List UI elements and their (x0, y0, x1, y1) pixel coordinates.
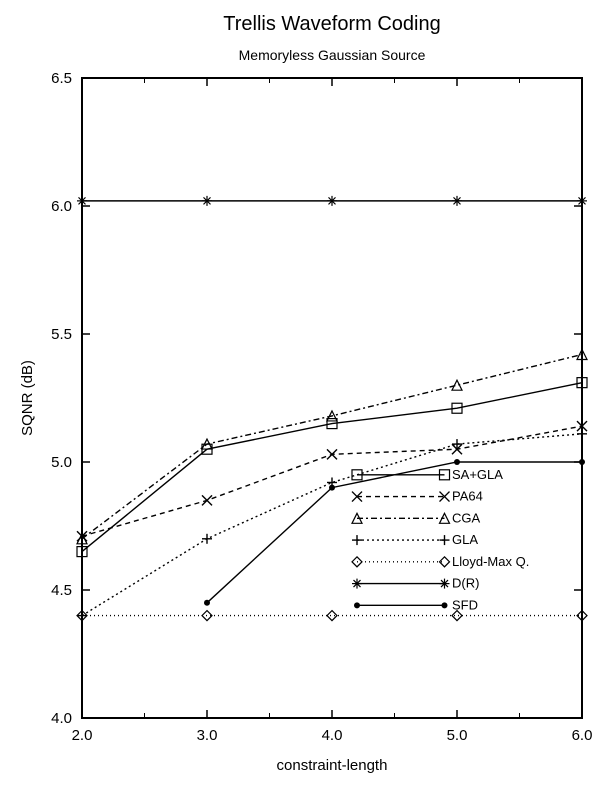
series-line (82, 383, 582, 552)
ytick-label: 6.0 (51, 198, 72, 215)
series-CGA (77, 349, 587, 543)
series-line (82, 434, 582, 616)
series-SA+GLA (77, 378, 587, 557)
ytick-label: 5.5 (51, 326, 72, 343)
legend: SA+GLA PA64 CGA GLA Lloyd-Max Q. D(R) SFD (352, 467, 529, 613)
chart-subtitle: Memoryless Gaussian Source (239, 47, 426, 63)
marker-dot (454, 459, 460, 465)
legend-label: GLA (452, 532, 478, 547)
chart-svg: Trellis Waveform Coding Memoryless Gaussi… (0, 0, 592, 787)
series-D(R) (77, 196, 587, 206)
xtick-label: 2.0 (72, 727, 93, 744)
marker-dot (329, 485, 335, 491)
legend-label: CGA (452, 510, 481, 525)
xtick-label: 6.0 (572, 727, 592, 744)
series-line (207, 462, 582, 603)
y-axis-label: SQNR (dB) (19, 360, 36, 436)
marker-diamond (327, 611, 337, 621)
ytick-label: 4.0 (51, 710, 72, 727)
xtick-label: 4.0 (322, 727, 343, 744)
ytick-label: 5.0 (51, 454, 72, 471)
chart-container: Trellis Waveform Coding Memoryless Gaussi… (0, 0, 592, 787)
marker-triangle (452, 380, 462, 390)
chart-title: Trellis Waveform Coding (223, 13, 440, 35)
series-line (82, 354, 582, 538)
xtick-label: 3.0 (197, 727, 218, 744)
legend-label: PA64 (452, 489, 483, 504)
marker-dot (354, 602, 360, 608)
series-Lloyd-Max Q. (77, 611, 587, 621)
series-GLA (77, 429, 587, 621)
legend-label: SA+GLA (452, 467, 503, 482)
legend-label: Lloyd-Max Q. (452, 554, 529, 569)
marker-dot (579, 459, 585, 465)
marker-dot (442, 602, 448, 608)
xtick-label: 5.0 (447, 727, 468, 744)
ytick-label: 4.5 (51, 582, 72, 599)
legend-label: D(R) (452, 576, 479, 591)
x-axis-label: constraint-length (277, 757, 388, 774)
marker-dot (204, 600, 210, 606)
legend-label: SFD (452, 597, 478, 612)
ytick-label: 6.5 (51, 70, 72, 87)
